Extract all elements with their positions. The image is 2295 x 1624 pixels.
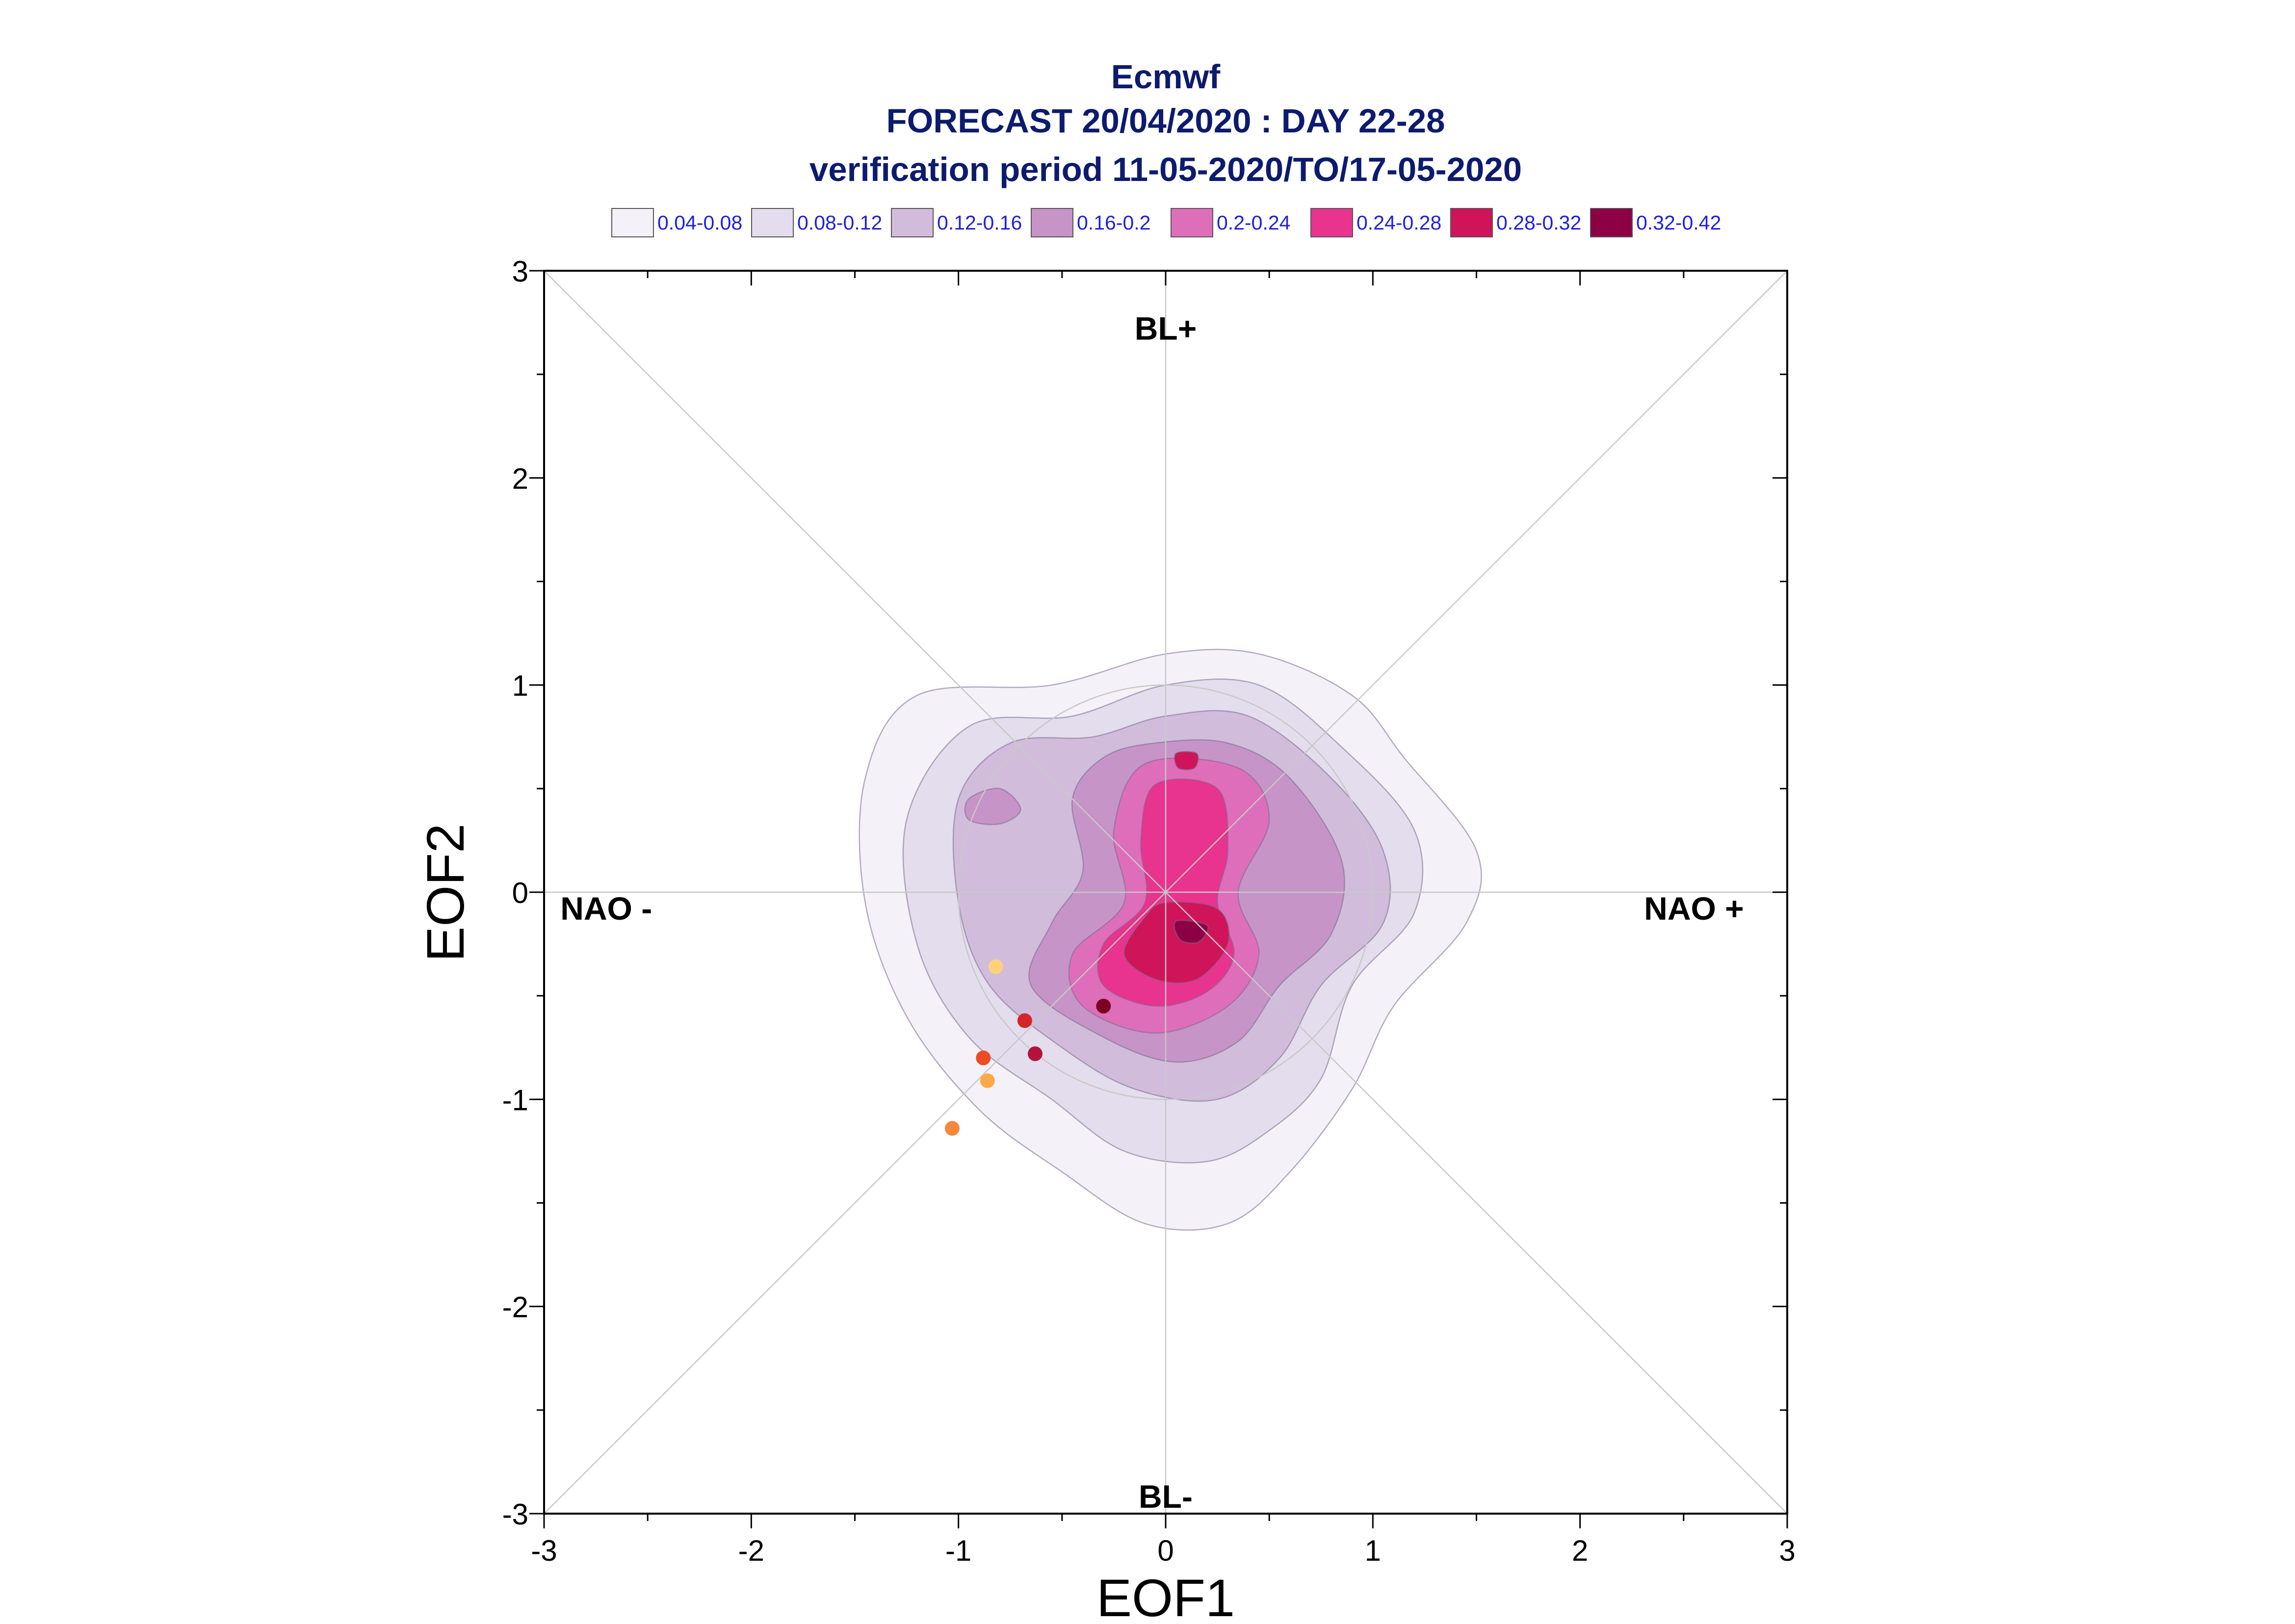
chart-title-block: Ecmwf FORECAST 20/04/2020 : DAY 22-28 ve… xyxy=(809,58,1522,188)
x-axis-label: EOF1 xyxy=(1096,1568,1235,1624)
y-tick-label: 0 xyxy=(512,876,528,909)
y-tick-label: -2 xyxy=(502,1291,528,1324)
density-contour xyxy=(1123,901,1230,984)
y-tick-label: -1 xyxy=(502,1083,528,1116)
legend-label: 0.32-0.42 xyxy=(1636,211,1721,234)
x-tick-label: -2 xyxy=(738,1534,764,1567)
forecast-point xyxy=(1027,1046,1043,1061)
unit-circle xyxy=(958,684,1374,1100)
forecast-point xyxy=(980,1073,995,1088)
density-patch xyxy=(964,788,1021,825)
y-tick-label: 1 xyxy=(512,670,528,702)
legend-label: 0.28-0.32 xyxy=(1496,211,1581,234)
plot-area: -3 -2 -1 0 1 2 3 -3 -2 -1 0 1 2 3 BL+ BL- NAO - NAO + xyxy=(502,255,1796,1567)
x-tick-label: 2 xyxy=(1572,1534,1588,1567)
x-tick-label: 3 xyxy=(1779,1534,1795,1567)
legend-swatch xyxy=(611,208,654,237)
legend-swatch xyxy=(1031,208,1073,237)
legend-label: 0.16-0.2 xyxy=(1077,211,1150,234)
legend-swatch xyxy=(751,208,794,237)
scatter-points xyxy=(944,959,1111,1136)
legend-label: 0.08-0.12 xyxy=(797,211,882,234)
x-tick-label: -3 xyxy=(531,1534,557,1567)
legend-swatch xyxy=(891,208,934,237)
regime-labels: BL+ BL- NAO - NAO + xyxy=(560,310,1744,1515)
legend-label: 0.04-0.08 xyxy=(657,211,742,234)
regime-label: NAO + xyxy=(1644,890,1744,927)
legend-label: 0.2-0.24 xyxy=(1217,211,1290,234)
forecast-point xyxy=(976,1050,991,1065)
chart-subtitle-forecast: FORECAST 20/04/2020 : DAY 22-28 xyxy=(886,102,1445,140)
y-tick-label: 3 xyxy=(512,255,528,288)
guide-lines xyxy=(544,270,1788,1514)
density-legend: 0.04-0.08 0.08-0.12 0.12-0.16 0.16-0.2 0.2-0… xyxy=(611,208,1721,237)
y-tick-label: -3 xyxy=(502,1498,528,1531)
legend-label: 0.24-0.28 xyxy=(1356,211,1441,234)
regime-label: NAO - xyxy=(560,890,652,927)
x-tick-label: 1 xyxy=(1365,1534,1381,1567)
x-tick-label: -1 xyxy=(945,1534,971,1567)
axis-ticks: -3 -2 -1 0 1 2 3 -3 -2 -1 0 1 2 3 xyxy=(502,255,1796,1567)
legend-swatch xyxy=(1590,208,1633,237)
forecast-point xyxy=(1017,1013,1032,1028)
density-patch xyxy=(1174,751,1199,771)
forecast-point xyxy=(988,959,1003,975)
legend-swatch xyxy=(1310,208,1353,237)
chart-title: Ecmwf xyxy=(1111,58,1221,96)
x-tick-label: 0 xyxy=(1157,1534,1174,1567)
legend-swatch xyxy=(1171,208,1213,237)
y-axis-label: EOF2 xyxy=(416,824,475,962)
legend-label: 0.12-0.16 xyxy=(937,211,1022,234)
forecast-point xyxy=(944,1121,960,1136)
forecast-point xyxy=(1096,999,1111,1014)
y-tick-label: 2 xyxy=(512,462,528,495)
legend-swatch xyxy=(1450,208,1493,237)
density-contours xyxy=(859,648,1482,1231)
chart-subtitle-verification: verification period 11-05-2020/TO/17-05-… xyxy=(809,151,1522,188)
regime-label: BL- xyxy=(1139,1478,1193,1515)
regime-label: BL+ xyxy=(1135,310,1197,346)
